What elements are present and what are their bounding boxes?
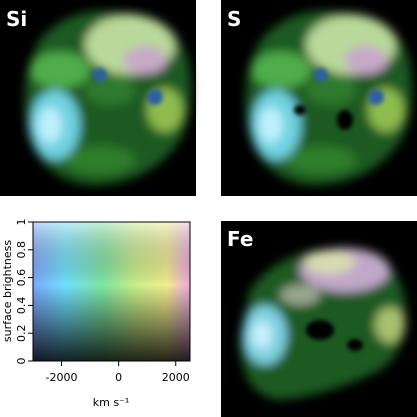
x-axis-label: km s⁻¹ bbox=[93, 396, 130, 409]
y-axis-label: surface brightness bbox=[1, 240, 14, 342]
panel-label: Fe bbox=[227, 227, 253, 251]
panel-label: Si bbox=[6, 7, 27, 31]
y-tick-label: 0.4 bbox=[15, 297, 28, 315]
y-tick-label: 0.8 bbox=[15, 241, 28, 258]
key-shade bbox=[33, 222, 190, 361]
key-frame bbox=[32, 221, 191, 362]
fe-holes bbox=[306, 320, 363, 351]
y-tick-label: 0 bbox=[15, 358, 28, 365]
x-tick-label: 2000 bbox=[162, 371, 190, 384]
y-tick-label: 0.2 bbox=[15, 324, 28, 342]
panel-label: S bbox=[227, 7, 241, 31]
s-holes bbox=[294, 105, 353, 130]
color-key bbox=[32, 221, 191, 362]
x-tick-label: 0 bbox=[115, 371, 122, 384]
y-tick-label: 1 bbox=[15, 219, 28, 226]
y-tick-label: 0.6 bbox=[15, 269, 28, 287]
x-tick-label: -2000 bbox=[46, 371, 78, 384]
